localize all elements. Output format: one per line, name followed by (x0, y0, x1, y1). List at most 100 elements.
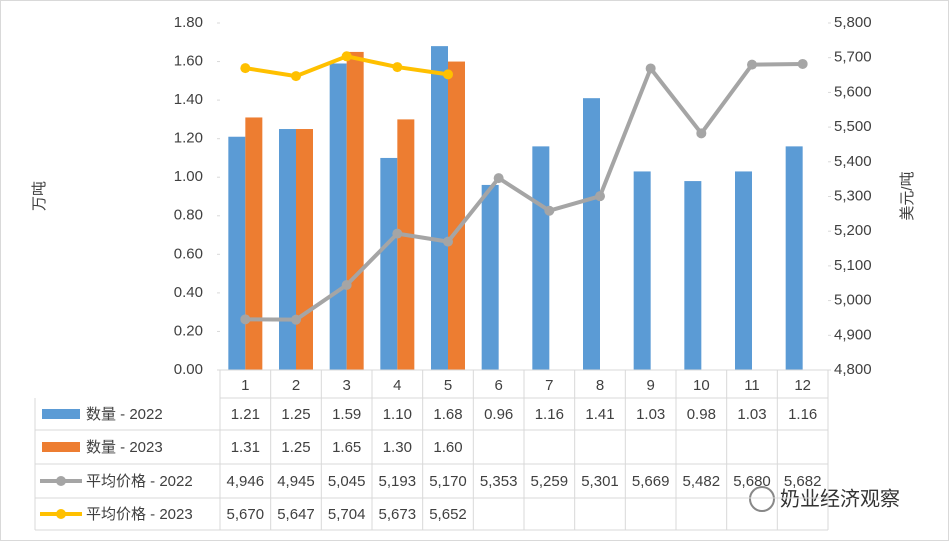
y-tick-label: 1.40 (174, 91, 203, 108)
bar (228, 136, 246, 370)
x-tick-label: 1 (241, 377, 249, 394)
table-cell: 5,170 (429, 473, 467, 490)
line-marker (747, 59, 757, 70)
table-cell: 1.68 (433, 406, 462, 423)
table-cell: 1.03 (636, 406, 665, 423)
y-tick-label: 0.80 (174, 207, 203, 224)
bar (684, 181, 702, 370)
table-cell: 1.30 (383, 439, 412, 456)
line-marker (493, 173, 504, 184)
table-cell: 0.96 (484, 406, 513, 423)
y-tick-label: 1.60 (174, 53, 203, 70)
table-cell: 5,301 (581, 473, 619, 490)
table-cell: 5,673 (379, 506, 417, 523)
y2-tick-label: 5,600 (834, 83, 872, 100)
legend-swatch (42, 409, 80, 419)
bar (481, 184, 499, 370)
table-cell: 1.10 (383, 406, 412, 423)
table-cell: 5,647 (277, 506, 315, 523)
y2-tick-label: 5,300 (834, 187, 872, 204)
line-marker (240, 63, 251, 74)
table-cell: 5,353 (480, 473, 518, 490)
line (245, 61, 803, 322)
table-cell: 5,045 (328, 473, 366, 490)
x-tick-label: 9 (646, 377, 654, 394)
x-tick-label: 6 (494, 377, 502, 394)
line-marker (341, 279, 352, 290)
bar (448, 61, 465, 371)
table-cell: 1.41 (585, 406, 614, 423)
bar (245, 117, 263, 370)
y-tick-label: 1.20 (174, 130, 203, 147)
line-marker (696, 128, 707, 139)
y-tick-label: 1.00 (174, 168, 203, 185)
line-marker (392, 228, 403, 239)
table-cell: 5,193 (379, 473, 417, 490)
table-cell: 1.03 (737, 406, 766, 423)
legend-swatch (56, 509, 66, 519)
table-cell: 5,680 (733, 473, 771, 490)
x-tick-label: 11 (744, 377, 760, 394)
bar (296, 129, 313, 370)
y-tick-label: 0.60 (174, 245, 203, 262)
bar (583, 98, 600, 370)
y2-tick-label: 5,000 (834, 292, 872, 309)
x-tick-label: 2 (292, 377, 300, 394)
table-cell: 5,259 (531, 473, 569, 490)
line-marker (291, 314, 301, 325)
table-cell: 4,945 (277, 473, 315, 490)
y2-tick-label: 4,800 (834, 361, 872, 378)
line-marker (645, 63, 656, 74)
table-cell: 1.59 (332, 406, 361, 423)
line-marker (240, 314, 251, 325)
line-marker (443, 69, 453, 80)
line-marker (544, 205, 555, 216)
legend-label: 数量 - 2022 (86, 406, 163, 423)
table-cell: 1.16 (788, 406, 817, 423)
table-cell: 0.98 (687, 406, 716, 423)
line-marker (797, 58, 808, 69)
y2-tick-label: 4,900 (834, 326, 872, 343)
table-cell: 4,946 (227, 473, 265, 490)
table-cell: 5,704 (328, 506, 366, 523)
line-marker (595, 191, 605, 202)
x-tick-label: 4 (393, 377, 401, 394)
watermark-icon (749, 486, 775, 512)
table-cell: 5,482 (683, 473, 721, 490)
table-cell: 5,682 (784, 473, 822, 490)
y2-tick-label: 5,800 (834, 14, 872, 31)
y2-axis-title: 美元/吨 (899, 171, 916, 220)
bar (329, 63, 347, 370)
line-marker (443, 236, 453, 247)
y2-tick-label: 5,500 (834, 118, 872, 135)
y2-tick-label: 5,200 (834, 222, 872, 239)
legend-swatch (56, 476, 66, 486)
x-tick-label: 5 (444, 377, 452, 394)
x-tick-label: 3 (342, 377, 350, 394)
table-cell: 1.25 (281, 406, 310, 423)
table-cell: 1.60 (433, 439, 462, 456)
line-marker (291, 71, 301, 82)
y2-tick-label: 5,700 (834, 49, 872, 66)
y-tick-label: 0.20 (174, 322, 203, 339)
y-tick-label: 0.00 (174, 361, 203, 378)
legend-label: 平均价格 - 2023 (86, 506, 193, 523)
bar (785, 146, 803, 370)
line-marker (341, 51, 352, 62)
bar (397, 119, 415, 370)
table-cell: 1.16 (535, 406, 564, 423)
legend-swatch (42, 442, 80, 452)
bar (735, 171, 752, 370)
y2-tick-label: 5,400 (834, 153, 872, 170)
watermark-text: 奶业经济观察 (780, 487, 900, 510)
line-marker (392, 62, 403, 73)
table-cell: 1.65 (332, 439, 361, 456)
bar (346, 51, 364, 371)
legend-label: 数量 - 2023 (86, 439, 163, 456)
x-tick-label: 7 (545, 377, 553, 394)
legend-label: 平均价格 - 2022 (86, 473, 193, 490)
bar (633, 171, 651, 370)
table-cell: 1.31 (231, 439, 260, 456)
